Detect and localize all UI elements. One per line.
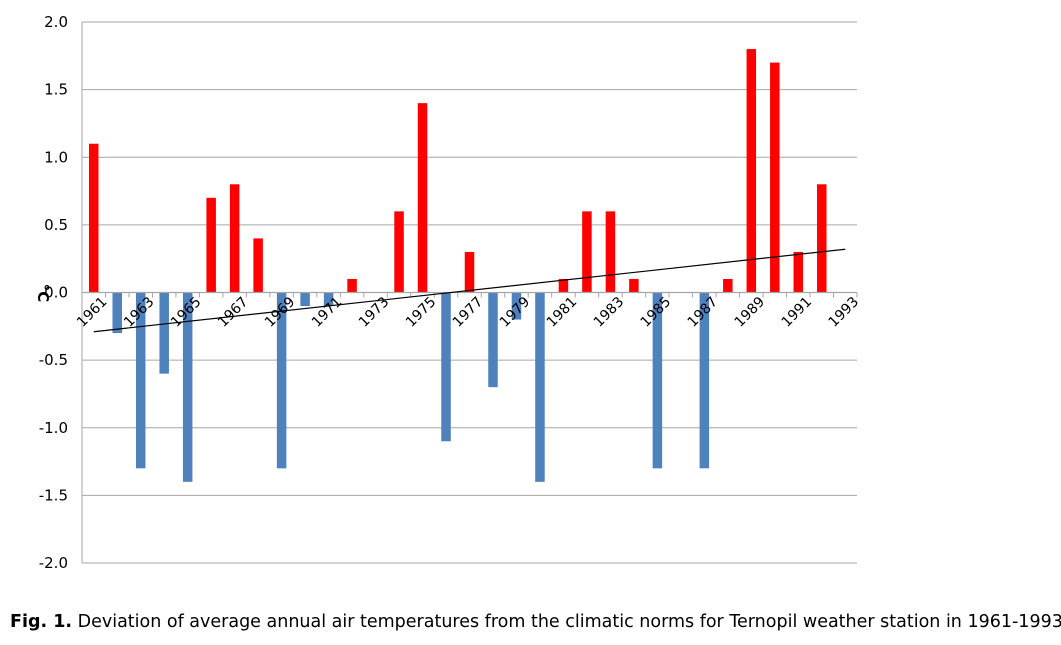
y-tick-label: 2.0 <box>44 13 68 31</box>
bar-1976 <box>441 292 451 442</box>
y-tick-label: -1.5 <box>39 486 68 504</box>
bar-1962 <box>112 292 122 334</box>
bar-1979 <box>511 292 522 320</box>
bar-1970 <box>300 292 310 307</box>
trend-line <box>93 248 846 333</box>
bar-1971 <box>323 292 334 307</box>
bar-1987 <box>699 292 710 469</box>
y-tick-label: -0.5 <box>39 351 68 369</box>
bar-1977 <box>464 251 475 293</box>
caption-text: Deviation of average annual air temperat… <box>72 612 1061 632</box>
y-tick-label: 1.5 <box>44 81 68 99</box>
bar-1992 <box>817 184 827 293</box>
bar-1989 <box>746 49 757 293</box>
bar-1981 <box>558 278 569 293</box>
bar-1964 <box>159 292 169 374</box>
bar-1968 <box>253 238 263 293</box>
bar-1985 <box>652 292 663 469</box>
x-tick-label: 1961 <box>74 294 111 331</box>
bar-1965 <box>182 292 193 482</box>
temperature-deviation-chart: 2.01.51.00.50.0-0.5-1.0-1.5-2.0 1961 1963… <box>34 13 863 572</box>
y-tick-labels: 2.0 1.5 1.0 0.5 0.0 -0.5 -1.0 -1.5 -2.0 <box>39 13 68 572</box>
bar-1969 <box>276 292 287 469</box>
x-tick-label: 1989 <box>732 294 769 331</box>
y-tick-label: -1.0 <box>39 419 68 437</box>
x-tick-label: 1993 <box>826 294 863 331</box>
caption-label: Fig. 1. <box>10 612 73 632</box>
bar-1978 <box>488 292 498 388</box>
bar-1972 <box>347 278 357 293</box>
y-axis-label: °C <box>34 284 52 303</box>
x-tick-label: 1975 <box>403 294 440 331</box>
bar-1991 <box>793 251 804 293</box>
figure-caption: Fig. 1. Deviation of average annual air … <box>10 612 1061 632</box>
bar-1975 <box>417 103 428 293</box>
bar-1982 <box>582 211 592 293</box>
x-tick-label: 1983 <box>591 294 628 331</box>
bar-1983 <box>605 211 616 293</box>
bar-1967 <box>229 184 240 293</box>
x-tick-label: 1991 <box>779 294 816 331</box>
x-tick-label: 1977 <box>450 294 487 331</box>
y-tick-label: 0.5 <box>44 216 68 234</box>
bar-1961 <box>88 143 99 293</box>
x-tick-label: 1981 <box>544 294 581 331</box>
y-tick-label: 0.0 <box>44 284 68 302</box>
trend-line-group <box>93 248 846 333</box>
bar-1980 <box>535 292 545 482</box>
bar-1988 <box>723 278 733 293</box>
bar-1990 <box>770 62 780 293</box>
axes <box>81 22 858 563</box>
y-tick-label: 1.0 <box>44 148 68 166</box>
x-tick-label: 1967 <box>215 294 252 331</box>
bar-1974 <box>394 211 404 293</box>
bar-1963 <box>135 292 146 469</box>
y-tick-label: -2.0 <box>39 554 68 572</box>
bars <box>88 49 827 482</box>
bar-1984 <box>629 278 639 293</box>
bar-1966 <box>206 197 216 293</box>
